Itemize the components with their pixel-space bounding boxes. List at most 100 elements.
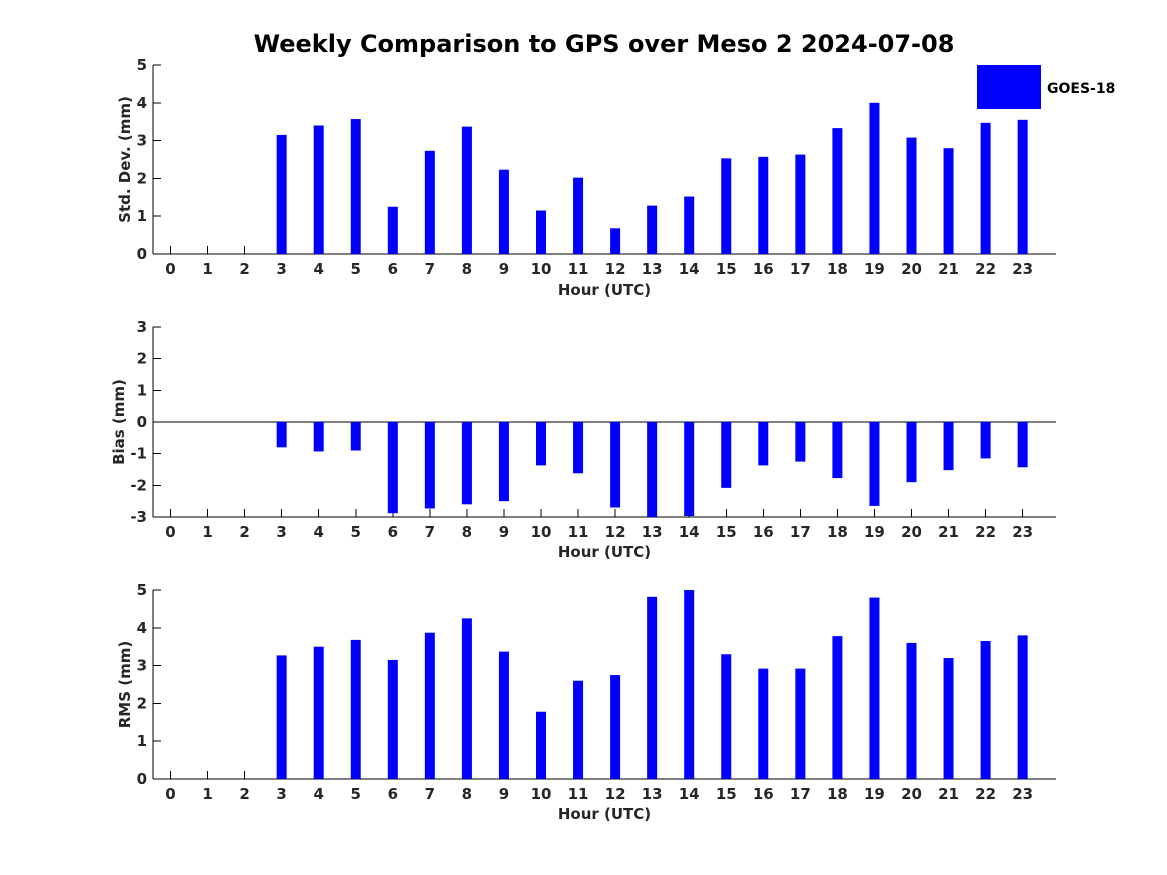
x-tick-label-bias: 19	[864, 523, 885, 541]
x-tick-label-stddev: 22	[975, 260, 996, 278]
x-tick-label-bias: 11	[568, 523, 589, 541]
y-axis-label-bias: Bias (mm)	[110, 379, 128, 465]
bar-bias-20	[906, 422, 917, 483]
bar-bias-22	[980, 422, 991, 459]
bar-stddev-3	[276, 134, 287, 254]
x-tick-label-bias: 7	[425, 523, 435, 541]
y-tick-label-stddev: 3	[137, 132, 147, 150]
x-tick-label-rms: 15	[716, 785, 737, 803]
bar-bias-19	[869, 422, 880, 506]
x-tick-label-stddev: 5	[351, 260, 361, 278]
x-tick-label-rms: 23	[1012, 785, 1033, 803]
bar-stddev-4	[313, 125, 324, 254]
x-tick-label-rms: 16	[753, 785, 774, 803]
bar-rms-12	[610, 675, 621, 779]
x-tick-label-bias: 10	[531, 523, 552, 541]
bar-stddev-14	[684, 196, 695, 254]
x-tick-label-stddev: 16	[753, 260, 774, 278]
bar-stddev-13	[647, 205, 658, 254]
bar-bias-7	[424, 422, 435, 509]
x-tick-label-rms: 19	[864, 785, 885, 803]
x-tick-label-rms: 5	[351, 785, 361, 803]
x-tick-label-rms: 13	[642, 785, 663, 803]
bar-stddev-18	[832, 128, 843, 254]
bar-stddev-22	[980, 122, 991, 254]
y-tick-label-bias: 1	[137, 381, 147, 399]
x-tick-label-rms: 2	[239, 785, 249, 803]
y-tick-label-bias: 3	[137, 318, 147, 336]
x-tick-label-bias: 12	[605, 523, 626, 541]
bar-stddev-6	[387, 206, 398, 254]
y-tick-label-bias: 0	[137, 413, 147, 431]
bar-bias-17	[795, 422, 806, 462]
x-tick-label-bias: 3	[276, 523, 286, 541]
x-tick-label-rms: 9	[499, 785, 509, 803]
bar-bias-14	[684, 422, 695, 517]
bar-bias-6	[387, 422, 398, 514]
bar-bias-16	[758, 422, 769, 466]
x-tick-label-stddev: 8	[462, 260, 472, 278]
x-tick-label-rms: 18	[827, 785, 848, 803]
y-axis-label-stddev: Std. Dev. (mm)	[116, 96, 134, 223]
x-tick-label-bias: 17	[790, 523, 811, 541]
x-tick-label-bias: 13	[642, 523, 663, 541]
bar-bias-12	[610, 422, 621, 508]
x-tick-label-bias: 5	[351, 523, 361, 541]
x-tick-label-rms: 21	[938, 785, 959, 803]
x-tick-label-stddev: 11	[568, 260, 589, 278]
legend-swatch-goes-18	[977, 65, 1041, 109]
x-tick-label-bias: 20	[901, 523, 922, 541]
y-tick-label-rms: 0	[137, 770, 147, 788]
bar-bias-4	[313, 422, 324, 452]
bar-stddev-19	[869, 102, 880, 254]
chart-title: Weekly Comparison to GPS over Meso 2 202…	[254, 30, 955, 58]
bar-stddev-10	[536, 210, 546, 254]
x-tick-label-stddev: 20	[901, 260, 922, 278]
x-tick-label-bias: 21	[938, 523, 959, 541]
bar-rms-4	[313, 646, 324, 779]
x-tick-label-rms: 17	[790, 785, 811, 803]
legend-label-goes-18: GOES-18	[1047, 81, 1115, 97]
x-tick-label-stddev: 0	[165, 260, 175, 278]
bar-bias-21	[943, 422, 954, 471]
x-tick-label-stddev: 10	[531, 260, 552, 278]
bar-stddev-9	[498, 169, 509, 254]
bar-stddev-16	[758, 156, 769, 254]
x-tick-label-stddev: 2	[239, 260, 249, 278]
x-tick-label-bias: 8	[462, 523, 472, 541]
bar-stddev-8	[461, 126, 472, 254]
bar-rms-23	[1017, 635, 1028, 779]
x-tick-label-stddev: 1	[202, 260, 212, 278]
bar-rms-22	[980, 641, 991, 779]
x-tick-label-rms: 10	[531, 785, 552, 803]
y-tick-label-bias: 2	[137, 350, 147, 368]
y-tick-label-rms: 4	[137, 619, 147, 637]
bar-bias-8	[461, 422, 472, 505]
x-tick-label-stddev: 19	[864, 260, 885, 278]
bar-rms-15	[721, 654, 732, 779]
x-tick-label-bias: 0	[165, 523, 175, 541]
x-tick-label-stddev: 13	[642, 260, 663, 278]
x-tick-label-stddev: 21	[938, 260, 959, 278]
bar-stddev-21	[943, 148, 954, 254]
x-tick-label-stddev: 12	[605, 260, 626, 278]
bar-rms-17	[795, 668, 806, 779]
x-tick-label-stddev: 18	[827, 260, 848, 278]
y-tick-label-rms: 5	[137, 581, 147, 599]
x-tick-label-stddev: 15	[716, 260, 737, 278]
x-tick-label-rms: 22	[975, 785, 996, 803]
x-tick-label-bias: 22	[975, 523, 996, 541]
x-tick-label-bias: 15	[716, 523, 737, 541]
bar-rms-16	[758, 668, 769, 779]
bar-bias-10	[536, 422, 546, 466]
bar-rms-5	[350, 639, 361, 779]
legend: GOES-18	[977, 65, 1115, 109]
y-axis-label-rms: RMS (mm)	[116, 641, 134, 728]
bar-rms-8	[461, 618, 472, 779]
bar-stddev-23	[1017, 119, 1028, 254]
x-tick-label-rms: 20	[901, 785, 922, 803]
bar-rms-14	[684, 590, 695, 779]
